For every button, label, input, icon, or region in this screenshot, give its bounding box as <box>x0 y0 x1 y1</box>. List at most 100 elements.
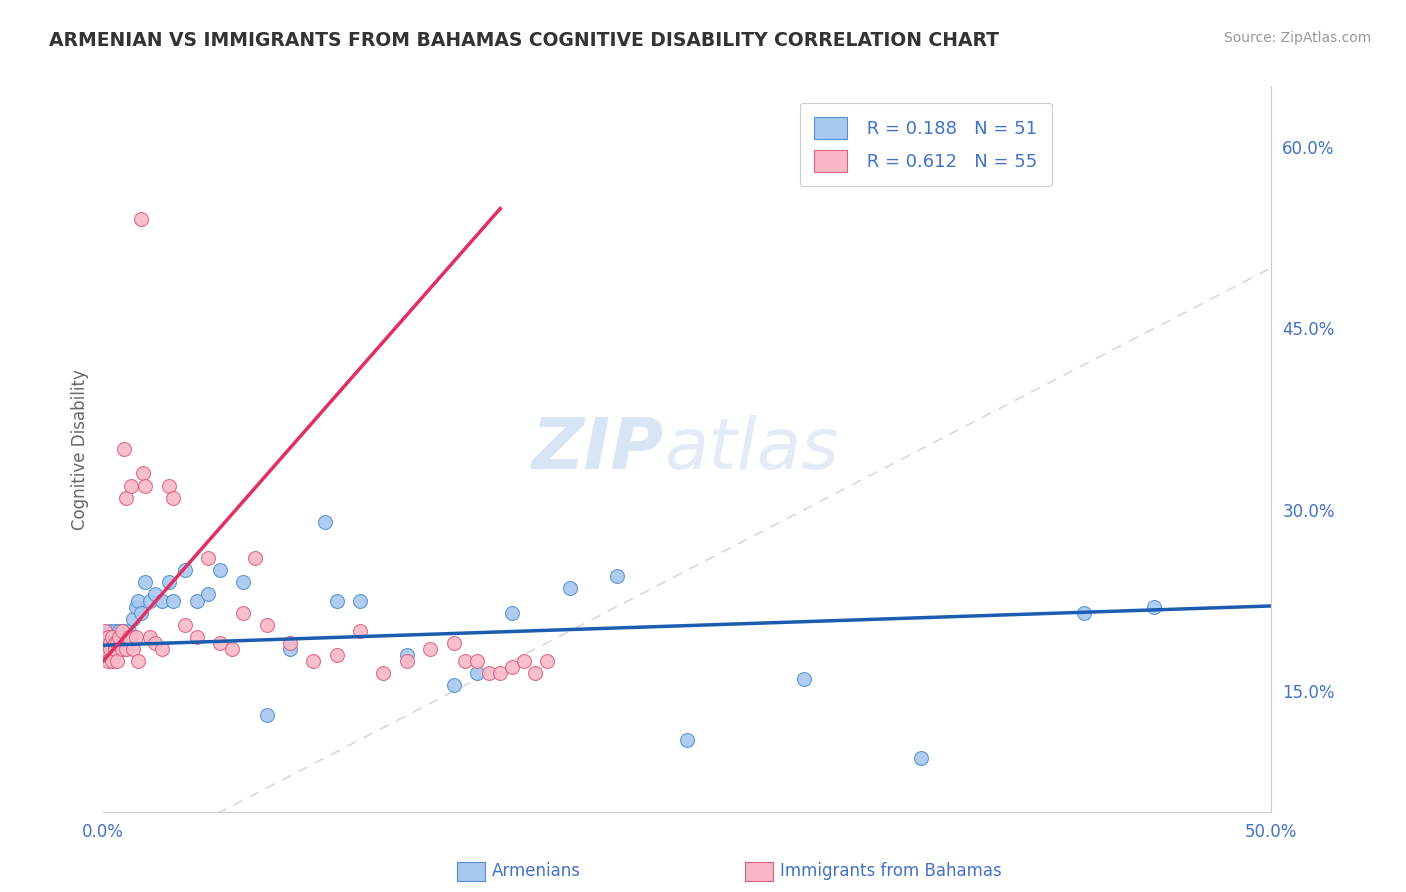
Point <box>443 636 465 650</box>
Point <box>419 641 441 656</box>
Point <box>111 630 134 644</box>
Point <box>104 624 127 638</box>
Point <box>278 641 301 656</box>
Point <box>174 617 197 632</box>
Point <box>139 593 162 607</box>
Point <box>489 666 512 681</box>
Point <box>373 666 395 681</box>
Point <box>129 212 152 227</box>
Point <box>186 630 208 644</box>
Point <box>162 491 184 505</box>
Point <box>139 630 162 644</box>
Point <box>465 654 488 668</box>
Text: Armenians: Armenians <box>492 863 581 880</box>
Point <box>232 606 254 620</box>
Point <box>793 672 815 686</box>
Point <box>118 624 141 638</box>
Point <box>395 648 418 662</box>
Point <box>112 442 135 457</box>
Point <box>325 593 347 607</box>
Point <box>120 478 142 492</box>
Point <box>1073 606 1095 620</box>
Point <box>143 636 166 650</box>
Point <box>162 593 184 607</box>
Point <box>94 624 117 638</box>
Point <box>174 563 197 577</box>
Point <box>104 636 127 650</box>
Point <box>108 630 131 644</box>
Point <box>97 630 120 644</box>
Point <box>129 606 152 620</box>
Point <box>115 641 138 656</box>
Point <box>111 636 134 650</box>
Point <box>314 515 336 529</box>
Point <box>349 593 371 607</box>
Point <box>105 630 128 644</box>
Point <box>112 624 135 638</box>
Point <box>465 666 488 681</box>
Point <box>134 478 156 492</box>
Point <box>197 587 219 601</box>
Point <box>115 630 138 644</box>
Point <box>104 636 127 650</box>
Point <box>98 641 121 656</box>
Point <box>108 641 131 656</box>
Point <box>101 630 124 644</box>
Point <box>97 641 120 656</box>
Point <box>105 636 128 650</box>
Point <box>97 636 120 650</box>
Point <box>477 666 499 681</box>
Point <box>101 654 124 668</box>
Point <box>101 630 124 644</box>
Point <box>125 599 148 614</box>
Point <box>1143 599 1166 614</box>
Point <box>536 654 558 668</box>
Point <box>132 467 155 481</box>
Point <box>94 641 117 656</box>
Point <box>150 593 173 607</box>
Point <box>157 478 180 492</box>
Point <box>98 624 121 638</box>
Point <box>120 630 142 644</box>
Point <box>94 630 117 644</box>
Point <box>221 641 243 656</box>
Point <box>127 654 149 668</box>
Point <box>325 648 347 662</box>
Point <box>208 636 231 650</box>
Point <box>118 630 141 644</box>
Point <box>125 630 148 644</box>
Text: Source: ZipAtlas.com: Source: ZipAtlas.com <box>1223 31 1371 45</box>
Text: ARMENIAN VS IMMIGRANTS FROM BAHAMAS COGNITIVE DISABILITY CORRELATION CHART: ARMENIAN VS IMMIGRANTS FROM BAHAMAS COGN… <box>49 31 1000 50</box>
Point <box>143 587 166 601</box>
Point <box>512 654 534 668</box>
Point <box>443 678 465 692</box>
Point <box>302 654 325 668</box>
Point <box>105 654 128 668</box>
Point <box>501 606 523 620</box>
Point <box>104 641 127 656</box>
Point <box>560 582 582 596</box>
Text: atlas: atlas <box>664 415 838 483</box>
Point <box>150 641 173 656</box>
Point <box>606 569 628 583</box>
Point <box>134 575 156 590</box>
Point <box>186 593 208 607</box>
Point <box>676 732 699 747</box>
Point <box>278 636 301 650</box>
Point <box>243 551 266 566</box>
Text: Immigrants from Bahamas: Immigrants from Bahamas <box>780 863 1002 880</box>
Point <box>115 641 138 656</box>
Point <box>208 563 231 577</box>
Legend:  R = 0.188   N = 51,  R = 0.612   N = 55: R = 0.188 N = 51, R = 0.612 N = 55 <box>800 103 1052 186</box>
Point <box>256 617 278 632</box>
Point <box>524 666 547 681</box>
Point <box>108 624 131 638</box>
Point <box>97 654 120 668</box>
Point <box>395 654 418 668</box>
Point <box>122 612 145 626</box>
Point <box>232 575 254 590</box>
Point <box>157 575 180 590</box>
Point <box>115 491 138 505</box>
Point <box>111 624 134 638</box>
Point <box>105 641 128 656</box>
